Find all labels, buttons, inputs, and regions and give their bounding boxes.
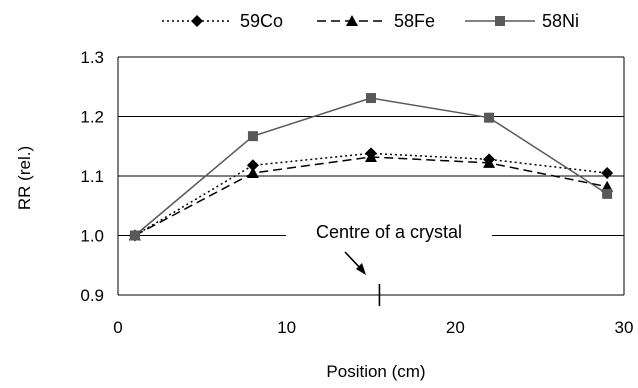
x-tick-label: 10 [277,318,296,337]
plot-area [117,57,625,295]
data-point-triangle [346,15,358,26]
data-point-square [602,188,613,199]
y-axis-title: RR (rel.) [15,146,34,210]
legend: 59Co 58Fe 58Ni [162,11,579,31]
data-point-triangle [483,156,496,168]
y-tick-label: 0.9 [80,286,104,305]
data-point-diamond [191,15,203,27]
y-tick-label: 1.0 [80,227,104,246]
annotation-label: Centre of a crystal [316,222,462,242]
data-point-triangle [365,150,377,162]
data-point-square [484,112,495,123]
series-line-58Ni [134,97,608,237]
x-axis-ticks: 0 10 20 30 [113,318,633,337]
series-group [128,93,614,242]
legend-label: 59Co [240,11,283,31]
x-tick-label: 0 [113,318,122,337]
legend-label: 58Fe [394,11,435,31]
series-58Ni [129,93,613,241]
y-tick-label: 1.2 [80,108,104,127]
gridlines [118,56,624,296]
annotation-arrowhead [356,263,366,275]
legend-item-58Ni: 58Ni [465,11,579,31]
legend-item-58Fe: 58Fe [317,11,435,31]
x-tick-label: 20 [446,318,465,337]
annotation: Centre of a crystal [286,222,492,306]
data-point-square [495,16,505,26]
legend-label: 58Ni [542,11,579,31]
y-axis-ticks: 0.9 1.0 1.1 1.2 1.3 [80,48,104,305]
data-point-square [247,131,258,142]
y-tick-label: 1.3 [80,48,104,67]
y-tick-label: 1.1 [80,167,104,186]
data-point-square [366,93,376,104]
data-point-triangle [246,167,259,179]
data-point-diamond [601,167,614,180]
annotation-label-background [286,222,492,246]
x-tick-label: 30 [615,318,634,337]
x-axis-title: Position (cm) [326,362,425,381]
legend-item-59Co: 59Co [162,11,283,31]
data-point-diamond [246,159,259,172]
data-point-square [129,230,140,241]
